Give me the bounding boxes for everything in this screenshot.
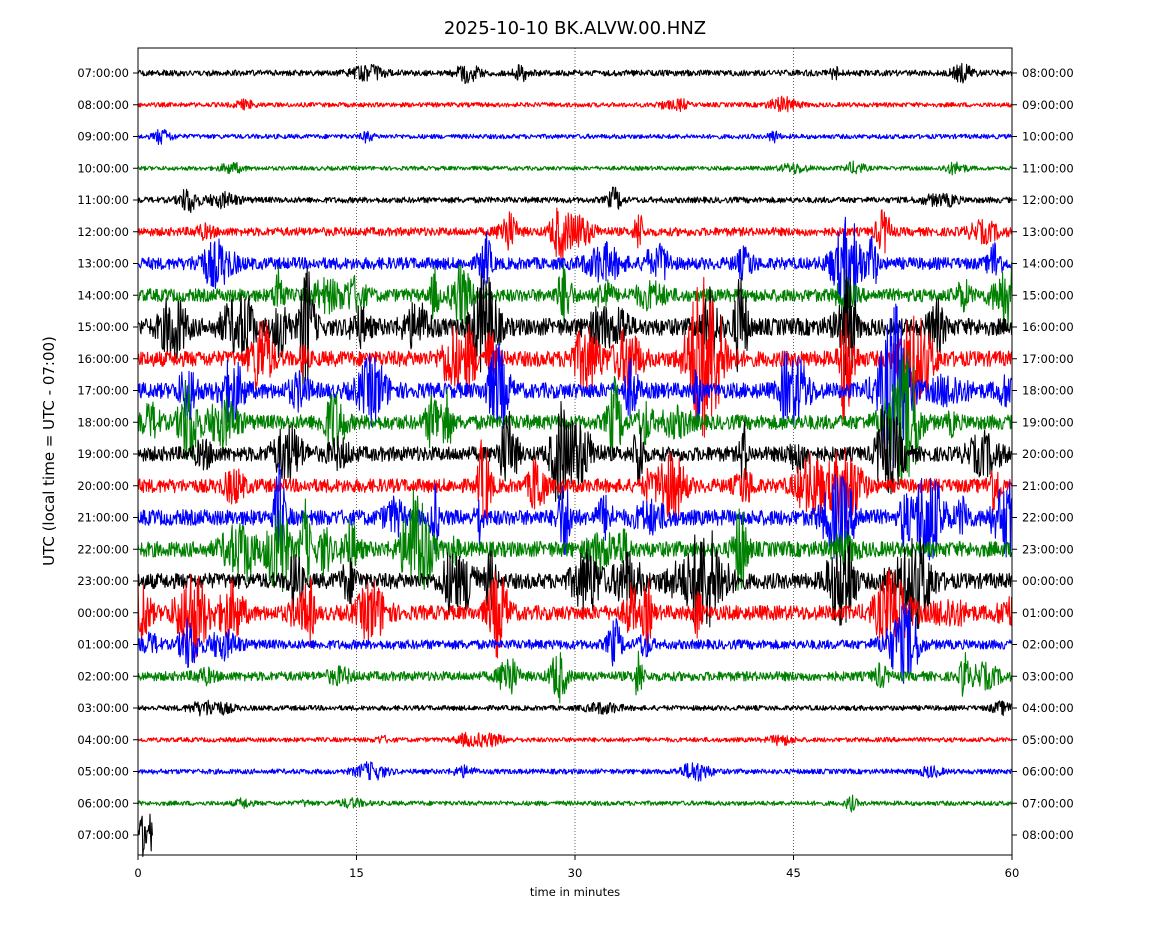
right-tick-label-13: 21:00:00 xyxy=(1022,479,1074,493)
left-tick-label-2: 09:00:00 xyxy=(77,130,129,144)
y-axis-label: UTC (local time = UTC - 07:00) xyxy=(40,336,58,566)
gridlines xyxy=(356,48,794,855)
left-tick-label-24: 07:00:00 xyxy=(77,828,129,842)
trace-7 xyxy=(137,262,1013,331)
x-axis-label: time in minutes xyxy=(530,885,620,899)
left-y-axis: 07:00:00 08:00:00 09:00:00 10:00:00 11:00:00… xyxy=(77,66,138,842)
trace-13 xyxy=(137,439,1013,530)
left-tick-label-0: 07:00:00 xyxy=(77,66,129,80)
left-tick-label-12: 19:00:00 xyxy=(77,447,129,461)
left-tick-label-5: 12:00:00 xyxy=(77,225,129,239)
trace-22 xyxy=(137,761,1013,782)
right-y-axis: 08:00:00 09:00:00 10:00:00 11:00:00 12:00:00… xyxy=(1012,66,1074,842)
left-tick-label-3: 10:00:00 xyxy=(77,161,129,175)
trace-18 xyxy=(137,602,1013,684)
right-tick-label-8: 16:00:00 xyxy=(1022,320,1074,334)
trace-19 xyxy=(137,650,1013,704)
trace-0 xyxy=(137,62,1013,84)
trace-11 xyxy=(137,348,1013,487)
left-tick-label-20: 03:00:00 xyxy=(77,701,129,715)
right-tick-label-17: 01:00:00 xyxy=(1022,606,1074,620)
left-tick-label-11: 18:00:00 xyxy=(77,415,129,429)
trace-12 xyxy=(137,401,1013,502)
left-tick-label-17: 00:00:00 xyxy=(77,606,129,620)
chart-title: 2025-10-10 BK.ALVW.00.HNZ xyxy=(444,18,706,39)
left-tick-label-10: 17:00:00 xyxy=(77,384,129,398)
x-tick-label-3: 45 xyxy=(786,866,801,880)
x-axis: 0 15 30 45 60 xyxy=(134,855,1019,880)
trace-23 xyxy=(137,794,1013,813)
right-tick-label-19: 03:00:00 xyxy=(1022,669,1074,683)
trace-5 xyxy=(137,207,1013,261)
right-tick-label-21: 05:00:00 xyxy=(1022,733,1074,747)
left-tick-label-16: 23:00:00 xyxy=(77,574,129,588)
left-tick-label-14: 21:00:00 xyxy=(77,511,129,525)
left-tick-label-1: 08:00:00 xyxy=(77,98,129,112)
right-tick-label-9: 17:00:00 xyxy=(1022,352,1074,366)
trace-8 xyxy=(137,267,1013,389)
trace-9 xyxy=(137,276,1013,438)
right-tick-label-22: 06:00:00 xyxy=(1022,765,1074,779)
right-tick-label-14: 22:00:00 xyxy=(1022,511,1074,525)
right-tick-label-3: 11:00:00 xyxy=(1022,161,1074,175)
right-tick-label-15: 23:00:00 xyxy=(1022,542,1074,556)
right-tick-label-12: 20:00:00 xyxy=(1022,447,1074,461)
right-tick-label-24: 08:00:00 xyxy=(1022,828,1074,842)
left-tick-label-21: 04:00:00 xyxy=(77,733,129,747)
x-tick-label-0: 0 xyxy=(134,866,141,880)
trace-16 xyxy=(137,530,1013,629)
left-tick-label-15: 22:00:00 xyxy=(77,542,129,556)
x-tick-label-1: 15 xyxy=(349,866,364,880)
trace-14 xyxy=(137,462,1013,561)
x-tick-label-2: 30 xyxy=(568,866,583,880)
left-tick-label-6: 13:00:00 xyxy=(77,257,129,271)
right-tick-label-7: 15:00:00 xyxy=(1022,288,1074,302)
right-tick-label-5: 13:00:00 xyxy=(1022,225,1074,239)
right-tick-label-10: 18:00:00 xyxy=(1022,384,1074,398)
left-tick-label-23: 06:00:00 xyxy=(77,796,129,810)
seismic-traces xyxy=(137,62,1013,858)
trace-17 xyxy=(137,569,1013,659)
right-tick-label-20: 04:00:00 xyxy=(1022,701,1074,715)
right-tick-label-11: 19:00:00 xyxy=(1022,415,1074,429)
right-tick-label-1: 09:00:00 xyxy=(1022,98,1074,112)
trace-1 xyxy=(137,95,1013,113)
left-tick-label-13: 20:00:00 xyxy=(77,479,129,493)
left-tick-label-22: 05:00:00 xyxy=(77,765,129,779)
trace-15 xyxy=(137,488,1013,593)
right-tick-label-18: 02:00:00 xyxy=(1022,638,1074,652)
left-tick-label-8: 15:00:00 xyxy=(77,320,129,334)
trace-10 xyxy=(137,303,1013,469)
right-tick-label-0: 08:00:00 xyxy=(1022,66,1074,80)
trace-2 xyxy=(137,129,1013,146)
left-tick-label-18: 01:00:00 xyxy=(77,638,129,652)
trace-6 xyxy=(137,216,1012,312)
right-tick-label-16: 00:00:00 xyxy=(1022,574,1074,588)
trace-4 xyxy=(137,186,1013,214)
x-tick-label-4: 60 xyxy=(1005,866,1020,880)
trace-20 xyxy=(137,699,1012,717)
right-tick-label-23: 07:00:00 xyxy=(1022,796,1074,810)
right-tick-label-2: 10:00:00 xyxy=(1022,130,1074,144)
left-tick-label-9: 16:00:00 xyxy=(77,352,129,366)
left-tick-label-4: 11:00:00 xyxy=(77,193,129,207)
left-tick-label-7: 14:00:00 xyxy=(77,288,129,302)
trace-24 xyxy=(137,813,153,858)
right-tick-label-6: 14:00:00 xyxy=(1022,257,1074,271)
left-tick-label-19: 02:00:00 xyxy=(77,669,129,683)
trace-21 xyxy=(137,731,1013,748)
right-tick-label-4: 12:00:00 xyxy=(1022,193,1074,207)
trace-3 xyxy=(137,160,1013,176)
